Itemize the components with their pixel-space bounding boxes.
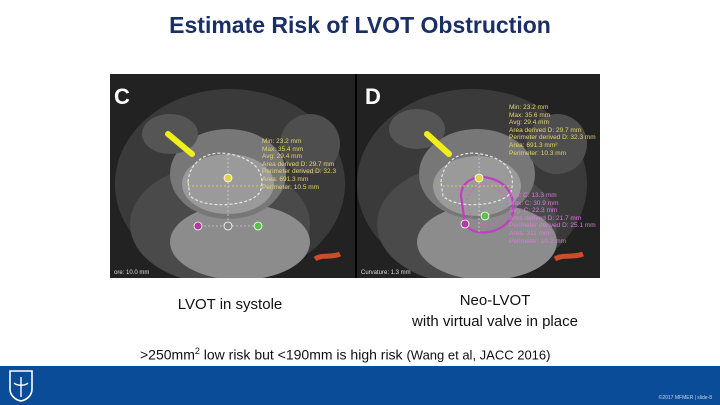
panel-c-measurements: Min: 23.2 mm Max: 35.4 mm Avg: 29.4 mm A…: [262, 138, 337, 191]
ct-panel-d-image: [357, 74, 600, 278]
slide-title: Estimate Risk of LVOT Obstruction: [169, 12, 551, 38]
ct-panel-c-image: [110, 74, 355, 278]
note-prefix: >250mm: [140, 346, 195, 363]
note-superscript: 2: [194, 346, 200, 356]
note-text: low risk but <190mm is high risk: [199, 346, 407, 363]
panel-c-scale-text: ore: 10.0 mm: [114, 270, 150, 276]
caption-neo-lvot: Neo-LVOT with virtual valve in place: [390, 290, 600, 332]
ct-panel-c: C Min: 23.2 mm Max: 35.4 mm Avg: 29.4 mm…: [110, 74, 355, 278]
caption-neo-lvot-line1: Neo-LVOT: [459, 292, 531, 309]
footer-bar: ©2017 MFMER | slide-8: [0, 366, 720, 405]
panel-d-measurements-bottom: Min: C: 13.3 mm Max: C: 30.9 mm Avg: C: …: [509, 192, 596, 245]
risk-threshold-note: >250mm2 low risk but <190mm is high risk…: [140, 346, 550, 363]
caption-neo-lvot-line2: with virtual valve in place: [412, 313, 578, 330]
note-citation: (Wang et al, JACC 2016): [406, 347, 551, 363]
ct-panel-d: D Min: 23.2 mm Max: 35.6 mm Avg: 29.4 mm…: [357, 74, 600, 278]
mayo-clinic-logo-icon: [9, 370, 33, 402]
footer-copyright: ©2017 MFMER | slide-8: [658, 395, 712, 401]
panel-d-scale-text: Curvature: 1.3 mm: [361, 270, 411, 276]
panel-d-measurements-top: Min: 23.2 mm Max: 35.6 mm Avg: 29.4 mm A…: [509, 104, 596, 157]
panel-divider: [355, 74, 357, 278]
ct-scan-image: C Min: 23.2 mm Max: 35.4 mm Avg: 29.4 mm…: [110, 74, 600, 278]
panel-d-letter: D: [365, 84, 381, 109]
panel-c-letter: C: [114, 84, 130, 109]
caption-lvot-systole: LVOT in systole: [177, 296, 283, 313]
